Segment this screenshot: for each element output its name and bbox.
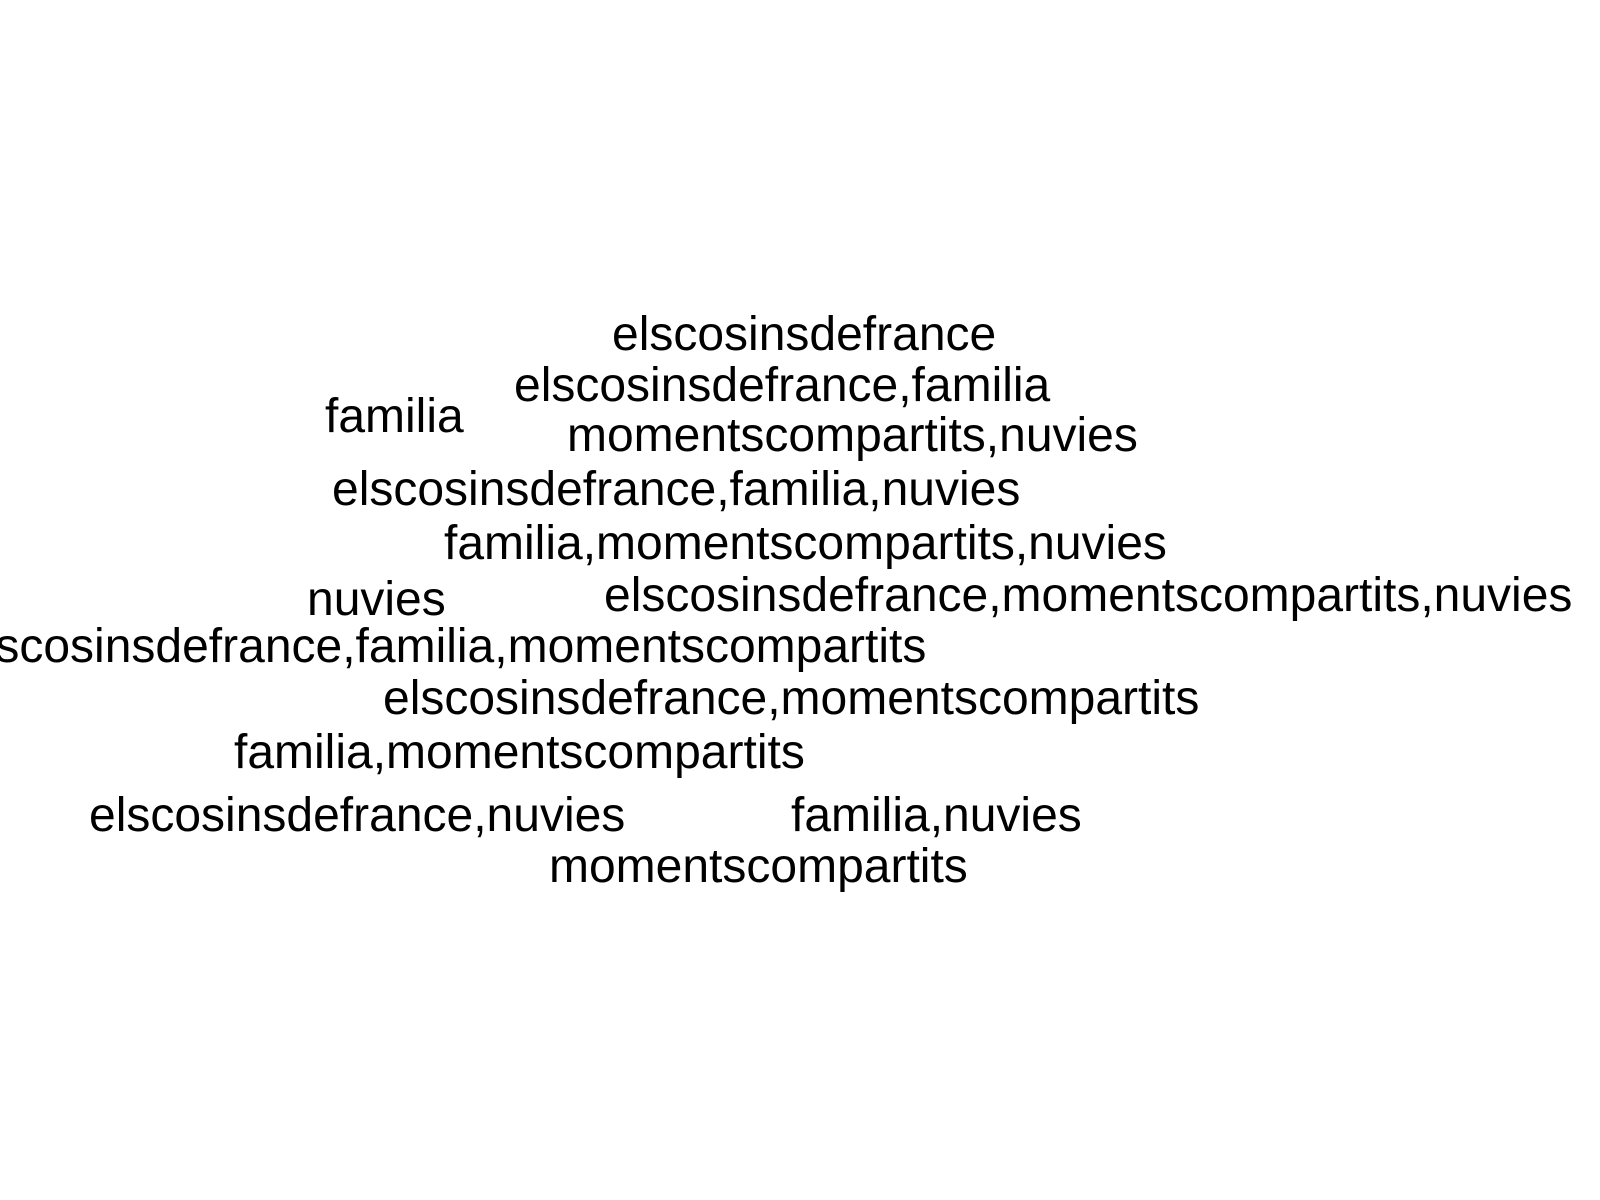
word-cloud-term: elscosinsdefrance,momentscompartits [383, 672, 1200, 725]
word-cloud-term: familia,nuvies [791, 789, 1082, 842]
word-cloud-term: elscosinsdefrance [612, 308, 997, 361]
word-cloud-term: elscosinsdefrance,familia [514, 359, 1051, 412]
word-cloud-term: elscosinsdefrance,nuvies [89, 789, 626, 842]
word-cloud-term: elscosinsdefrance,momentscompartits,nuvi… [604, 569, 1573, 622]
word-cloud-term: elscosinsdefrance,familia,momentscompart… [0, 620, 927, 673]
word-cloud-term: nuvies [307, 573, 446, 626]
word-cloud-term: momentscompartits [549, 840, 968, 893]
word-cloud-term: familia [325, 390, 464, 443]
word-cloud-term: familia,momentscompartits [234, 726, 805, 779]
word-cloud-term: elscosinsdefrance,familia,nuvies [332, 463, 1021, 516]
word-cloud-term: familia,momentscompartits,nuvies [444, 517, 1167, 570]
word-cloud-term: momentscompartits,nuvies [567, 409, 1138, 462]
